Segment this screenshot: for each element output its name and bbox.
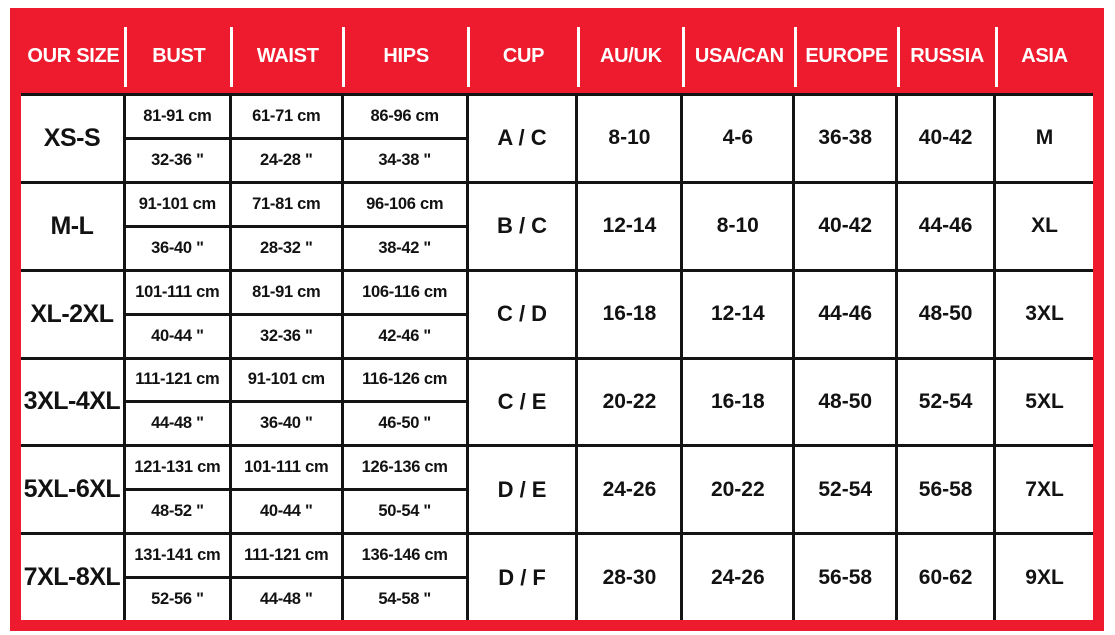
cell-bust-in: 48-52 " [125, 488, 232, 533]
cell-our-size: XL-2XL [21, 268, 126, 357]
cell-our-size: M-L [21, 180, 126, 269]
header-waist: WAIST [231, 19, 346, 93]
cell-waist-cm: 61-71 cm [231, 93, 344, 137]
cell-europe: 56-58 [795, 532, 899, 620]
cell-cup: A / C [468, 93, 579, 181]
cell-bust-cm: 81-91 cm [125, 93, 232, 137]
cell-hips-cm: 106-116 cm [343, 268, 469, 313]
cell-russia: 56-58 [898, 444, 997, 533]
cell-au-uk: 12-14 [578, 180, 684, 269]
cell-asia: 3XL [996, 268, 1093, 357]
cell-bust-cm: 131-141 cm [125, 532, 232, 577]
cell-waist-cm: 81-91 cm [231, 268, 344, 313]
header-russia: RUSSIA [898, 19, 998, 93]
cell-waist-in: 28-32 " [231, 224, 344, 269]
cell-our-size: 7XL-8XL [21, 532, 126, 620]
cell-russia: 48-50 [898, 268, 997, 357]
cell-waist-cm: 111-121 cm [231, 532, 344, 577]
cell-bust-cm: 91-101 cm [125, 180, 232, 225]
header-asia: ASIA [996, 19, 1093, 93]
cell-au-uk: 20-22 [578, 356, 684, 445]
cell-waist-in: 40-44 " [231, 488, 344, 533]
cell-hips-in: 50-54 " [343, 488, 469, 533]
cell-au-uk: 8-10 [578, 93, 684, 181]
cell-russia: 60-62 [898, 532, 997, 620]
cell-hips-cm: 136-146 cm [343, 532, 469, 577]
cell-asia: 7XL [996, 444, 1093, 533]
cell-usa-can: 24-26 [683, 532, 796, 620]
cell-asia: 5XL [996, 356, 1093, 445]
cell-europe: 52-54 [795, 444, 899, 533]
header-au-uk: AU/UK [578, 19, 685, 93]
cell-cup: D / F [468, 532, 579, 620]
cell-hips-cm: 116-126 cm [343, 356, 469, 401]
cell-russia: 40-42 [898, 93, 997, 181]
cell-our-size: 3XL-4XL [21, 356, 126, 445]
header-europe: EUROPE [795, 19, 900, 93]
cell-au-uk: 28-30 [578, 532, 684, 620]
cell-waist-in: 44-48 " [231, 576, 344, 620]
cell-usa-can: 16-18 [683, 356, 796, 445]
cell-hips-in: 34-38 " [343, 136, 469, 181]
cell-bust-cm: 111-121 cm [125, 356, 232, 401]
cell-cup: C / E [468, 356, 579, 445]
cell-europe: 48-50 [795, 356, 899, 445]
cell-usa-can: 20-22 [683, 444, 796, 533]
cell-waist-cm: 91-101 cm [231, 356, 344, 401]
cell-waist-in: 24-28 " [231, 136, 344, 181]
cell-cup: C / D [468, 268, 579, 357]
cell-hips-in: 42-46 " [343, 312, 469, 357]
cell-waist-cm: 71-81 cm [231, 180, 344, 225]
cell-cup: D / E [468, 444, 579, 533]
cell-usa-can: 12-14 [683, 268, 796, 357]
cell-au-uk: 16-18 [578, 268, 684, 357]
cell-bust-cm: 101-111 cm [125, 268, 232, 313]
cell-bust-in: 52-56 " [125, 576, 232, 620]
header-our-size: OUR SIZE [21, 19, 128, 93]
cell-hips-in: 38-42 " [343, 224, 469, 269]
cell-bust-in: 44-48 " [125, 400, 232, 445]
cell-cup: B / C [468, 180, 579, 269]
header-bust: BUST [125, 19, 234, 93]
header-cup: CUP [468, 19, 580, 93]
header-usa-can: USA/CAN [683, 19, 797, 93]
cell-hips-cm: 96-106 cm [343, 180, 469, 225]
cell-asia: XL [996, 180, 1093, 269]
cell-bust-in: 40-44 " [125, 312, 232, 357]
cell-asia: M [996, 93, 1093, 181]
cell-au-uk: 24-26 [578, 444, 684, 533]
cell-europe: 36-38 [795, 93, 899, 181]
cell-bust-in: 32-36 " [125, 136, 232, 181]
cell-hips-cm: 126-136 cm [343, 444, 469, 489]
cell-our-size: 5XL-6XL [21, 444, 126, 533]
cell-waist-in: 32-36 " [231, 312, 344, 357]
cell-usa-can: 4-6 [683, 93, 796, 181]
cell-waist-in: 36-40 " [231, 400, 344, 445]
size-chart-table: OUR SIZE BUST WAIST HIPS CUP AU/UK USA/C… [10, 8, 1104, 631]
cell-hips-in: 54-58 " [343, 576, 469, 620]
cell-europe: 44-46 [795, 268, 899, 357]
cell-bust-in: 36-40 " [125, 224, 232, 269]
cell-russia: 52-54 [898, 356, 997, 445]
cell-usa-can: 8-10 [683, 180, 796, 269]
header-hips: HIPS [343, 19, 470, 93]
cell-our-size: XS-S [21, 93, 126, 181]
cell-hips-in: 46-50 " [343, 400, 469, 445]
cell-hips-cm: 86-96 cm [343, 93, 469, 137]
cell-bust-cm: 121-131 cm [125, 444, 232, 489]
cell-asia: 9XL [996, 532, 1093, 620]
cell-europe: 40-42 [795, 180, 899, 269]
cell-waist-cm: 101-111 cm [231, 444, 344, 489]
cell-russia: 44-46 [898, 180, 997, 269]
